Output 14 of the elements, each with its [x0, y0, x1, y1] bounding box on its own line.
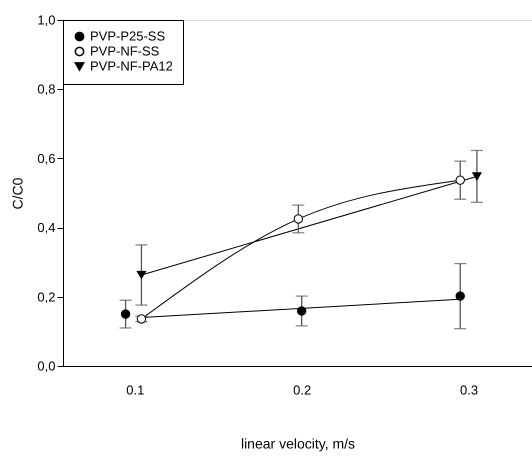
legend-label: PVP-NF-SS: [90, 44, 160, 58]
y-tick-label: 0,8: [37, 82, 56, 97]
legend-label: PVP-P25-SS: [90, 28, 166, 44]
y-axis-title: C/C0: [9, 177, 26, 210]
x-axis-title: linear velocity, m/s: [240, 436, 356, 452]
y-tick-label: 0,4: [37, 220, 56, 236]
x-tick-label: 0.1: [126, 382, 144, 398]
x-tick-label: 0.2: [293, 382, 312, 398]
y-tick-label: 1,0: [37, 12, 56, 28]
legend-label: PVP-NF-PA12: [90, 58, 173, 74]
y-tick-label: 0,0: [37, 358, 56, 374]
x-tick-label: 0.3: [460, 382, 478, 398]
y-tick-label: 0,6: [37, 150, 56, 166]
y-tick-label: 0,2: [37, 289, 56, 304]
